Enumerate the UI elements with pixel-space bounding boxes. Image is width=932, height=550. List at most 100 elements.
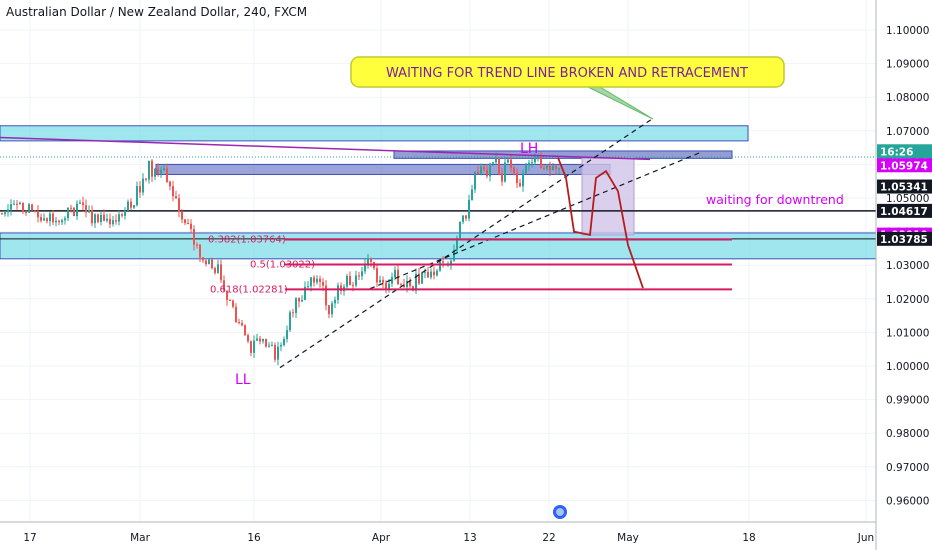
x-tick-label: 22: [542, 532, 555, 544]
candle-body: [298, 298, 300, 302]
candle-body: [394, 269, 396, 278]
candle-body: [139, 186, 141, 193]
candle-body: [501, 173, 503, 182]
y-tick-label: 1.02000: [886, 294, 929, 306]
candle-body: [355, 275, 357, 286]
candle-body: [22, 202, 24, 213]
chart-title: Australian Dollar / New Zealand Dollar, …: [6, 5, 308, 19]
lh-zone: [393, 150, 733, 159]
candle-body: [124, 210, 126, 216]
candle-body: [289, 312, 291, 331]
y-tick-label: 1.01000: [886, 327, 929, 339]
candle-body: [537, 156, 539, 159]
candle-body: [310, 277, 312, 287]
candle-body: [456, 238, 458, 251]
candle-body: [421, 272, 423, 284]
y-tick-label: 0.97000: [886, 462, 929, 474]
candle-body: [64, 218, 66, 221]
candle-body: [19, 202, 21, 204]
candle-body: [157, 168, 159, 174]
candle-body: [232, 300, 234, 307]
price-label: 16:26: [880, 146, 913, 158]
candle-body: [88, 210, 90, 213]
candle-body: [103, 214, 105, 221]
candle-body: [58, 220, 60, 223]
candle-body: [346, 276, 348, 287]
candle-body: [334, 299, 336, 304]
y-tick-label: 0.98000: [886, 428, 929, 440]
candle-body: [555, 165, 557, 169]
candle-body: [259, 338, 261, 342]
candle-body: [10, 204, 12, 210]
candle-body: [16, 203, 18, 205]
candle-body: [283, 338, 285, 346]
candle-body: [70, 207, 72, 209]
x-tick-label: May: [617, 532, 639, 544]
candle-body: [340, 285, 342, 292]
candle-body: [516, 173, 518, 184]
candle-body: [94, 214, 96, 224]
projection-path: [557, 157, 644, 289]
candle-body: [184, 219, 186, 224]
price-label-bg: [877, 203, 932, 218]
candle-body: [409, 281, 411, 287]
x-axis[interactable]: 17 Mar 16 Apr 13 22 May 18 Jun: [0, 505, 876, 544]
price-label: 1.03785: [880, 234, 928, 246]
candle-body: [328, 305, 330, 315]
candle-body: [382, 279, 384, 283]
y-tick-label: 0.99000: [886, 395, 929, 407]
fib-label: 0.618(1.02281): [210, 284, 288, 295]
candle-body: [492, 162, 494, 164]
candle-body: [199, 244, 201, 258]
price-label: 1.05974: [880, 160, 928, 172]
candle-body: [424, 271, 426, 273]
candle-body: [172, 186, 174, 197]
price-labels: 1.0621916:261.059741.053411.046171.03910…: [877, 144, 932, 246]
candle-body: [513, 167, 515, 174]
candle-body: [525, 165, 527, 174]
candle-body: [349, 276, 351, 286]
candle-body: [31, 204, 33, 211]
candle-body: [115, 220, 117, 222]
downtrend-line: [0, 136, 651, 161]
candle-body: [178, 198, 180, 212]
candle-body: [519, 183, 521, 187]
x-tick-label: 16: [247, 532, 261, 544]
candle-body: [112, 220, 114, 225]
candle-body: [379, 279, 381, 283]
candle-body: [220, 264, 222, 281]
candle-body: [253, 340, 255, 353]
candle-body: [160, 170, 162, 174]
candle-body: [436, 270, 438, 276]
candle-body: [223, 280, 225, 291]
candle-body: [166, 168, 168, 182]
candle-body: [274, 344, 276, 360]
candle-body: [316, 278, 318, 283]
candle-body: [549, 165, 551, 171]
candle-body: [415, 273, 417, 291]
candle-body: [307, 286, 309, 288]
candle-body: [352, 285, 354, 287]
candle-body: [528, 162, 530, 166]
candle-body: [277, 346, 279, 360]
candle-body: [67, 207, 69, 219]
candle-body: [322, 281, 324, 286]
candle-body: [286, 330, 288, 339]
x-tick-label: Mar: [130, 532, 150, 544]
candle-body: [391, 277, 393, 284]
candle-body: [498, 157, 500, 174]
candle-body: [477, 171, 479, 174]
y-axis[interactable]: 1.100001.090001.080001.070001.060001.050…: [875, 0, 929, 550]
x-tick-label: Jun: [857, 532, 874, 544]
candle-body: [400, 284, 402, 286]
resistance-zone: [0, 125, 749, 142]
candle-body: [370, 258, 372, 263]
candle-body: [34, 210, 36, 212]
candle-body: [319, 278, 321, 282]
candle-body: [465, 215, 467, 219]
candle-body: [543, 167, 545, 169]
candle-body: [91, 210, 93, 224]
price-label: 1.04617: [880, 206, 928, 218]
candle-body: [1, 213, 3, 215]
